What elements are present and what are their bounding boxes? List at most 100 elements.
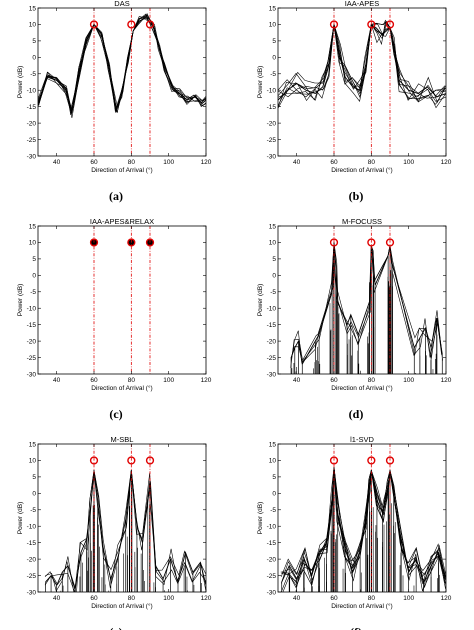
- axes-frame: [277, 443, 447, 593]
- y-tick-label: -15: [27, 104, 37, 111]
- y-axis-label: Power (dB): [17, 502, 24, 535]
- y-tick-label: -5: [270, 507, 276, 514]
- y-tick-label: -25: [27, 137, 37, 144]
- y-tick-label: -5: [270, 71, 276, 78]
- x-tick-label: 80: [368, 595, 376, 602]
- true-doa-marker: [385, 456, 395, 465]
- y-tick-label: 15: [29, 5, 37, 12]
- y-tick-label: -25: [267, 573, 277, 580]
- axes-frame: [37, 225, 207, 375]
- y-tick-label: 5: [32, 474, 36, 481]
- x-tick-label: 120: [201, 377, 212, 384]
- spectrum-curve: [278, 23, 446, 99]
- y-tick-label: 15: [269, 5, 277, 12]
- true-doa-marker: [367, 20, 376, 29]
- axes-frame: [37, 443, 207, 593]
- true-doa-marker: [385, 20, 395, 29]
- y-tick-label: -10: [267, 306, 277, 313]
- y-tick-label: 5: [272, 256, 276, 263]
- true-doa-marker: [89, 238, 99, 247]
- x-tick-label: 100: [163, 377, 174, 384]
- spectrum-curve: [282, 466, 446, 592]
- y-tick-label: -15: [267, 104, 277, 111]
- y-axis-label: Power (dB): [257, 66, 264, 99]
- spectrum-curve: [45, 470, 206, 592]
- x-tick-label: 40: [293, 159, 301, 166]
- true-doa-marker: [127, 456, 136, 465]
- y-axis-label: Power (dB): [17, 284, 24, 317]
- panel-title: IAA-APES: [345, 0, 380, 8]
- x-tick-label: 80: [368, 377, 376, 384]
- y-tick-label: 10: [29, 22, 37, 29]
- spectrum-curve: [278, 22, 446, 103]
- y-tick-label: 15: [269, 441, 277, 448]
- y-tick-label: 10: [29, 240, 37, 247]
- y-tick-label: -15: [267, 322, 277, 329]
- x-tick-label: 40: [293, 377, 301, 384]
- spectrum-curve: [278, 24, 446, 109]
- true-doa-marker: [367, 238, 376, 247]
- panel-5: M-SBL 40 60 80 100 120 15 10 5 0 -5 -10 -15 -20 -25 -30…: [17, 435, 212, 630]
- y-tick-label: -15: [267, 540, 277, 547]
- y-tick-label: -20: [27, 338, 37, 345]
- y-tick-label: -20: [267, 556, 277, 563]
- spectrum-curve: [290, 242, 443, 366]
- true-doa-marker: [89, 20, 99, 29]
- x-tick-label: 80: [128, 377, 136, 384]
- panel-caption: (b): [349, 189, 364, 203]
- y-tick-label: -30: [27, 371, 37, 378]
- plot-area: [280, 466, 446, 592]
- y-axis-label: Power (dB): [257, 502, 264, 535]
- spectrum-curve: [278, 23, 446, 98]
- panel-caption: (e): [109, 625, 122, 630]
- spectrum-curve: [38, 15, 206, 118]
- x-axis-label: Direction of Arrival (°): [91, 602, 152, 610]
- x-tick-label: 60: [90, 595, 98, 602]
- y-tick-label: -15: [27, 540, 37, 547]
- y-tick-label: -10: [267, 88, 277, 95]
- x-axis-label: Direction of Arrival (°): [91, 166, 152, 174]
- y-axis-label: Power (dB): [17, 66, 24, 99]
- y-tick-label: -20: [267, 120, 277, 127]
- x-tick-label: 60: [330, 159, 338, 166]
- y-tick-label: 10: [269, 22, 277, 29]
- y-tick-label: 0: [272, 491, 276, 498]
- true-doa-marker: [367, 456, 376, 465]
- spectrum-curve: [38, 16, 206, 116]
- x-tick-label: 100: [403, 159, 414, 166]
- spectrum-curve: [38, 14, 206, 113]
- x-axis-label: Direction of Arrival (°): [331, 602, 392, 610]
- x-tick-label: 100: [403, 377, 414, 384]
- y-tick-label: 0: [32, 273, 36, 280]
- y-tick-label: -15: [27, 322, 37, 329]
- true-doa-marker: [145, 20, 155, 29]
- spectrum-curve: [38, 16, 206, 115]
- y-tick-label: -30: [27, 153, 37, 160]
- y-tick-label: 5: [272, 474, 276, 481]
- plot-area: [91, 239, 153, 246]
- plot-area: [38, 13, 206, 118]
- panel-title: l1-SVD: [350, 435, 374, 444]
- axes-frame: [277, 7, 447, 157]
- axes-frame: [37, 7, 207, 157]
- true-doa-marker: [329, 238, 339, 247]
- y-tick-label: -10: [27, 524, 37, 531]
- y-tick-label: -25: [27, 355, 37, 362]
- y-tick-label: 0: [32, 55, 36, 62]
- spectrum-curve: [38, 17, 206, 112]
- x-tick-label: 40: [53, 159, 61, 166]
- y-tick-label: -30: [267, 153, 277, 160]
- y-tick-label: -25: [267, 355, 277, 362]
- spectrum-curve: [278, 21, 446, 106]
- x-tick-label: 100: [163, 159, 174, 166]
- plot-area: [278, 19, 446, 109]
- y-tick-label: -5: [30, 71, 36, 78]
- y-axis-label: Power (dB): [257, 284, 264, 317]
- x-tick-label: 120: [201, 595, 212, 602]
- true-doa-marker: [127, 20, 136, 29]
- panel-title: IAA-APES&RELAX: [90, 217, 154, 226]
- spectrum-curve: [38, 17, 206, 114]
- y-tick-label: -10: [27, 88, 37, 95]
- plot-area: [44, 470, 206, 592]
